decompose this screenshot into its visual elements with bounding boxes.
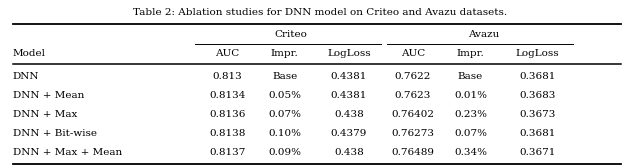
Text: 0.34%: 0.34% bbox=[454, 148, 487, 157]
Text: Base: Base bbox=[458, 72, 483, 81]
Text: 0.05%: 0.05% bbox=[268, 91, 301, 100]
Text: 0.4381: 0.4381 bbox=[331, 91, 367, 100]
Text: 0.4381: 0.4381 bbox=[331, 72, 367, 81]
Text: 0.7622: 0.7622 bbox=[395, 72, 431, 81]
Text: 0.07%: 0.07% bbox=[454, 129, 487, 138]
Text: LogLoss: LogLoss bbox=[516, 49, 559, 58]
Text: DNN + Max + Mean: DNN + Max + Mean bbox=[13, 148, 122, 157]
Text: Impr.: Impr. bbox=[456, 49, 484, 58]
Text: 0.438: 0.438 bbox=[334, 148, 364, 157]
Text: AUC: AUC bbox=[215, 49, 239, 58]
Text: 0.8138: 0.8138 bbox=[209, 129, 245, 138]
Text: 0.76402: 0.76402 bbox=[391, 110, 435, 119]
Text: Impr.: Impr. bbox=[271, 49, 299, 58]
Text: 0.3683: 0.3683 bbox=[520, 91, 556, 100]
Text: Avazu: Avazu bbox=[468, 30, 499, 39]
Text: 0.07%: 0.07% bbox=[268, 110, 301, 119]
Text: DNN + Max: DNN + Max bbox=[13, 110, 77, 119]
Text: 0.3671: 0.3671 bbox=[520, 148, 556, 157]
Text: DNN + Mean: DNN + Mean bbox=[13, 91, 84, 100]
Text: 0.3673: 0.3673 bbox=[520, 110, 556, 119]
Text: 0.8136: 0.8136 bbox=[209, 110, 245, 119]
Text: Criteo: Criteo bbox=[275, 30, 308, 39]
Text: 0.76489: 0.76489 bbox=[391, 148, 435, 157]
Text: AUC: AUC bbox=[401, 49, 425, 58]
Text: DNN: DNN bbox=[13, 72, 39, 81]
Text: DNN + Bit-wise: DNN + Bit-wise bbox=[13, 129, 97, 138]
Text: 0.01%: 0.01% bbox=[454, 91, 487, 100]
Text: 0.813: 0.813 bbox=[212, 72, 242, 81]
Text: 0.09%: 0.09% bbox=[268, 148, 301, 157]
Text: 0.10%: 0.10% bbox=[268, 129, 301, 138]
Text: Model: Model bbox=[13, 49, 46, 58]
Text: 0.438: 0.438 bbox=[334, 110, 364, 119]
Text: 0.3681: 0.3681 bbox=[520, 72, 556, 81]
Text: 0.7623: 0.7623 bbox=[395, 91, 431, 100]
Text: 0.8137: 0.8137 bbox=[209, 148, 245, 157]
Text: 0.4379: 0.4379 bbox=[331, 129, 367, 138]
Text: Base: Base bbox=[272, 72, 298, 81]
Text: 0.23%: 0.23% bbox=[454, 110, 487, 119]
Text: LogLoss: LogLoss bbox=[327, 49, 371, 58]
Text: Table 2: Ablation studies for DNN model on Criteo and Avazu datasets.: Table 2: Ablation studies for DNN model … bbox=[133, 8, 507, 17]
Text: 0.8134: 0.8134 bbox=[209, 91, 245, 100]
Text: 0.3681: 0.3681 bbox=[520, 129, 556, 138]
Text: 0.76273: 0.76273 bbox=[391, 129, 435, 138]
